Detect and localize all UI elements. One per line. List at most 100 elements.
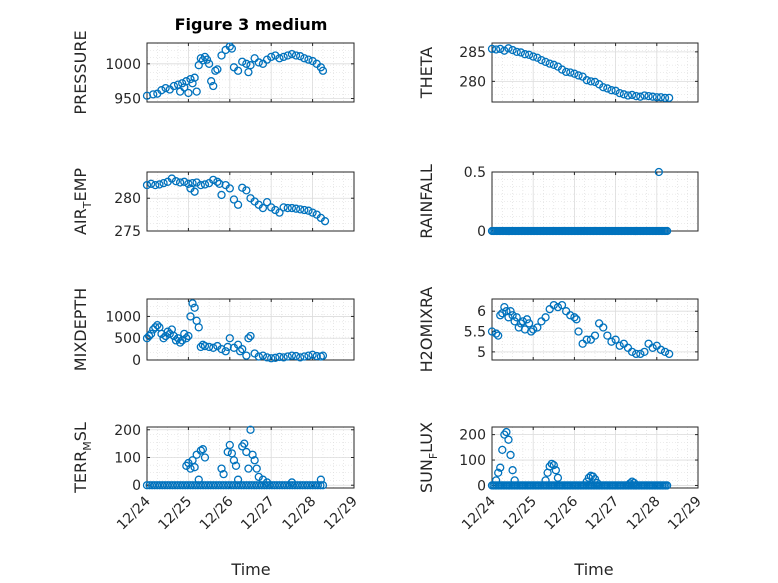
data-point bbox=[308, 350, 317, 359]
data-point bbox=[272, 481, 282, 490]
data-point bbox=[209, 343, 218, 352]
data-point bbox=[271, 353, 280, 362]
data-point bbox=[592, 478, 602, 488]
data-point bbox=[194, 323, 203, 332]
data-point bbox=[318, 66, 328, 75]
data-point bbox=[629, 478, 639, 488]
data-point bbox=[557, 65, 567, 74]
data-point bbox=[186, 464, 195, 473]
data-point bbox=[229, 195, 239, 204]
data-point bbox=[566, 311, 575, 320]
data-point bbox=[182, 334, 191, 343]
data-point bbox=[291, 204, 301, 213]
y-tick-label: 6 bbox=[477, 304, 486, 320]
data-point bbox=[537, 55, 546, 65]
data-point bbox=[178, 79, 187, 88]
data-point bbox=[242, 351, 251, 360]
data-point bbox=[163, 327, 172, 336]
data-point bbox=[603, 84, 612, 93]
data-point bbox=[192, 178, 201, 187]
data-point bbox=[623, 91, 633, 100]
data-point bbox=[258, 351, 268, 360]
axes-background bbox=[147, 43, 354, 102]
data-point bbox=[318, 481, 328, 490]
axes-h2omixra: 5 5.5 6 H2OMIXRA bbox=[417, 287, 699, 372]
data-point bbox=[149, 90, 158, 99]
data-point bbox=[169, 331, 179, 341]
y-axis-label-part: EMP bbox=[71, 168, 90, 202]
data-point bbox=[504, 435, 513, 444]
data-point bbox=[246, 425, 255, 434]
data-point bbox=[640, 347, 649, 357]
data-point bbox=[491, 45, 501, 54]
data-point bbox=[238, 344, 247, 354]
data-point bbox=[184, 88, 193, 98]
data-point bbox=[603, 331, 612, 340]
data-point bbox=[311, 481, 320, 490]
axes-air_temp: 275 280 AIRTEMP bbox=[71, 168, 355, 240]
data-point bbox=[318, 351, 328, 360]
y-tick-label: 285 bbox=[459, 45, 486, 61]
data-point bbox=[524, 50, 534, 59]
data-point bbox=[640, 91, 649, 100]
y-axis-label-part: LUX bbox=[417, 422, 436, 453]
data-point bbox=[508, 45, 517, 55]
figure-title: Figure 3 medium bbox=[175, 15, 328, 34]
data-point bbox=[196, 180, 205, 190]
data-point bbox=[275, 208, 284, 217]
data-point bbox=[574, 327, 583, 336]
data-point bbox=[204, 481, 213, 490]
data-point bbox=[599, 323, 608, 332]
data-point bbox=[510, 476, 519, 485]
data-point bbox=[502, 427, 511, 437]
data-point bbox=[211, 66, 220, 75]
data-point bbox=[291, 51, 301, 60]
data-point bbox=[296, 52, 305, 61]
axes-box bbox=[146, 171, 355, 232]
data-point bbox=[275, 54, 284, 63]
data-point bbox=[227, 44, 237, 53]
data-point bbox=[142, 180, 152, 190]
y-tick-label: 1000 bbox=[105, 57, 141, 73]
x-tick-label: 12/25 bbox=[155, 494, 195, 534]
data-point bbox=[248, 450, 257, 459]
axes-theta: 280 285 THETA bbox=[417, 42, 699, 103]
data-point bbox=[229, 456, 239, 465]
data-point bbox=[545, 462, 554, 471]
data-point bbox=[233, 475, 243, 484]
data-point bbox=[632, 349, 641, 359]
data-point bbox=[267, 354, 276, 363]
data-point bbox=[590, 77, 600, 87]
x-tick-label: 12/24 bbox=[459, 493, 499, 533]
data-point bbox=[304, 55, 313, 64]
data-point bbox=[233, 200, 243, 209]
data-point bbox=[549, 460, 558, 470]
data-point bbox=[279, 52, 288, 62]
data-point bbox=[541, 57, 550, 67]
y-tick-label: 200 bbox=[114, 423, 141, 439]
x-axis-label-left: Time bbox=[230, 560, 270, 579]
data-point bbox=[242, 59, 251, 68]
data-point bbox=[557, 300, 567, 310]
axes-terr_msl: 0 100 200 TERRMSL 12/24 12/25 12/26 12/27 12/28 1… bbox=[71, 422, 361, 533]
data-point bbox=[188, 481, 198, 490]
data-point bbox=[660, 347, 670, 357]
data-point bbox=[171, 177, 181, 186]
axes-sun_flux: 0 100 200 SUNFLUX 12/24 12/25 12/26 12/27 12/28 1… bbox=[417, 422, 705, 533]
data-point bbox=[202, 55, 212, 64]
data-point bbox=[225, 184, 234, 193]
data-point bbox=[512, 47, 521, 56]
axes-mixdepth: 0 500 1000 MIXDEPTH bbox=[71, 288, 355, 371]
y-axis-label: TERRMSL bbox=[71, 422, 94, 494]
data-point bbox=[491, 329, 501, 338]
data-point bbox=[184, 179, 193, 188]
data-point bbox=[283, 203, 292, 213]
data-point bbox=[320, 217, 330, 226]
data-point bbox=[541, 476, 550, 485]
y-axis-label: SUNFLUX bbox=[417, 422, 440, 493]
data-point bbox=[572, 315, 581, 324]
y-axis-label-subscript: T bbox=[81, 201, 94, 209]
data-point bbox=[192, 450, 201, 459]
axes-rainfall: 0 0.5 RAINFALL bbox=[417, 164, 699, 240]
